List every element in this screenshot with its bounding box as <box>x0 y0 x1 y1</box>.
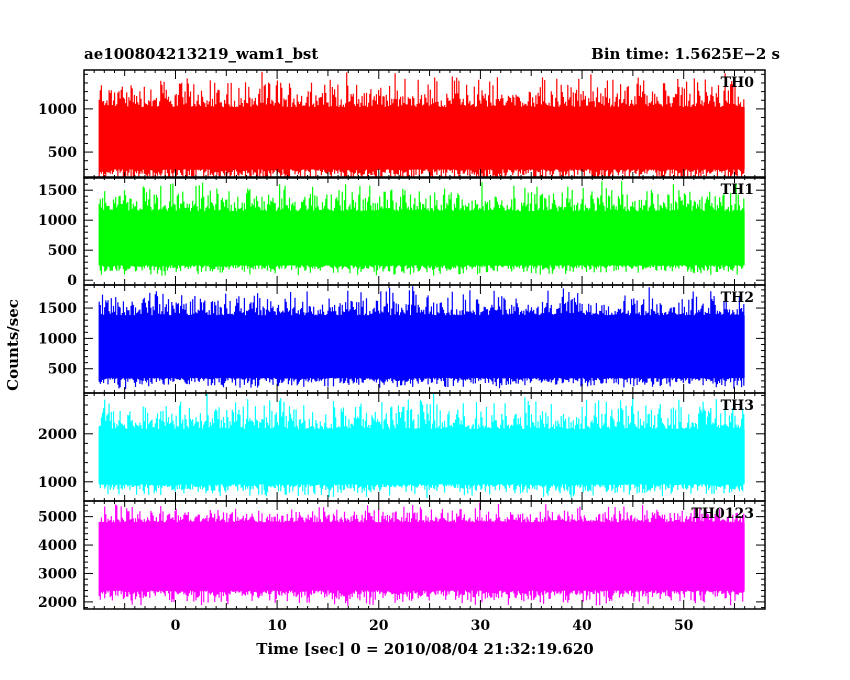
y-tick-label: 4000 <box>38 538 77 554</box>
series-th1 <box>98 181 745 276</box>
panel-label-th0123: TH0123 <box>691 506 754 522</box>
y-tick-label: 2000 <box>38 427 77 443</box>
x-tick-label: 30 <box>471 618 491 634</box>
y-tick-label: 1000 <box>38 331 77 347</box>
y-tick-label: 1000 <box>38 102 77 118</box>
x-tick-label: 10 <box>267 618 287 634</box>
series-spikes <box>98 502 745 606</box>
panel-th0: 500 1000 TH0 <box>38 69 766 179</box>
panel-frame <box>83 69 766 179</box>
x-tick-label: 20 <box>369 618 389 634</box>
chart-title-right: Bin time: 1.5625E−2 s <box>591 45 780 63</box>
y-tick-label: 2000 <box>38 595 77 611</box>
panel-frame <box>83 500 766 610</box>
y-tick-label: 3000 <box>38 566 77 582</box>
panel-th1: 0 500 1000 1500 TH1 <box>38 176 766 289</box>
panel-label-th3: TH3 <box>721 398 754 414</box>
x-tick-label: 0 <box>171 618 181 634</box>
x-tick-label: 40 <box>572 618 592 634</box>
panel-th2: 500 1000 1500 TH2 <box>38 284 766 394</box>
series-spikes <box>98 71 745 178</box>
panel-label-th0: TH0 <box>721 75 755 91</box>
series-spikes <box>98 393 745 498</box>
series-th3 <box>98 393 745 498</box>
series-th0123 <box>98 502 745 606</box>
series-th0 <box>98 71 745 178</box>
y-tick-label: 1000 <box>38 475 77 491</box>
panel-label-th2: TH2 <box>721 290 754 306</box>
y-tick-label: 1000 <box>38 213 77 229</box>
y-tick-label: 500 <box>48 243 77 259</box>
y-tick-label: 1500 <box>38 301 77 317</box>
panel-label-th1: TH1 <box>721 182 754 198</box>
chart-title-left: ae100804213219_wam1_bst <box>84 45 318 63</box>
y-tick-label: 500 <box>48 362 77 378</box>
y-tick-label: 500 <box>48 145 77 161</box>
y-tick-label: 0 <box>67 273 77 289</box>
y-tick-label: 5000 <box>38 510 77 526</box>
series-spikes <box>98 181 745 276</box>
y-axis-label: Counts/sec <box>4 299 22 391</box>
series-th2 <box>98 286 745 390</box>
panel-th0123: 2000 3000 4000 5000 TH0123 <box>38 500 766 611</box>
series-spikes <box>98 286 745 390</box>
y-tick-label: 1500 <box>38 183 77 199</box>
panel-th3: 1000 2000 TH3 <box>38 392 766 502</box>
x-axis-label: Time [sec] 0 = 2010/08/04 21:32:19.620 <box>256 640 593 658</box>
x-tick-label: 50 <box>674 618 694 634</box>
